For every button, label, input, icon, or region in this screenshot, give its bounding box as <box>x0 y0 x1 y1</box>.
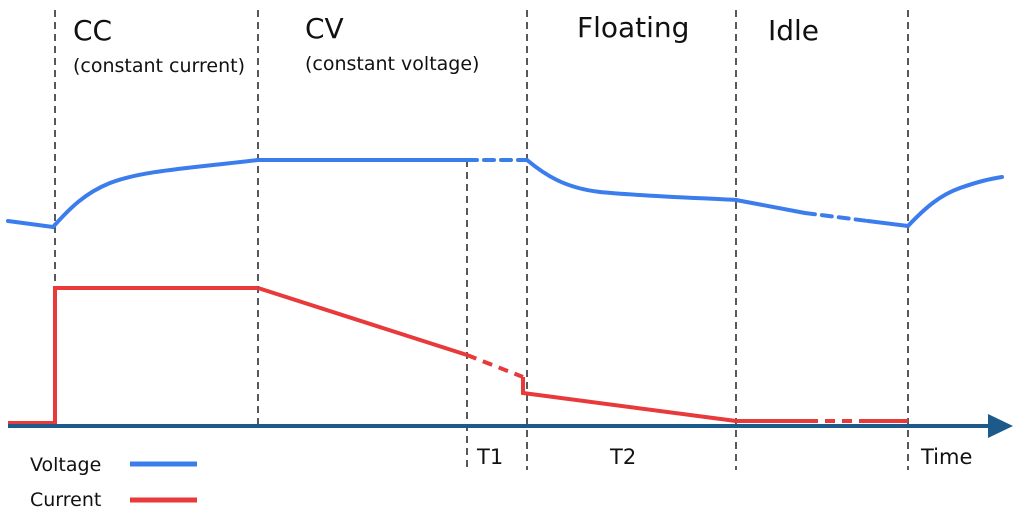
current-curve <box>8 286 908 425</box>
phase-dividers <box>54 10 909 470</box>
legend-label-voltage: Voltage <box>30 454 101 476</box>
current-segment-floating <box>521 377 737 423</box>
legend: Voltage Current <box>30 454 197 511</box>
voltage-segment-idle-dashed <box>803 211 870 223</box>
time-axis <box>8 414 1013 438</box>
current-segment-cv-dashed <box>466 353 524 379</box>
current-segment-cc <box>8 286 258 425</box>
phase-subtitle-cc: (constant current) <box>73 55 245 77</box>
voltage-curve <box>6 158 1004 230</box>
phase-title-cc: CC <box>73 14 112 47</box>
voltage-segment-recharge <box>906 175 1004 228</box>
phase-title-floating: Floating <box>577 11 689 44</box>
voltage-segment-cc <box>6 158 260 230</box>
voltage-segment-idle <box>734 198 807 215</box>
phase-title-cv: CV <box>305 12 344 45</box>
interval-label-t1: T1 <box>476 445 503 469</box>
current-segment-cv <box>257 286 468 357</box>
interval-label-t2: T2 <box>609 445 636 469</box>
time-axis-label: Time <box>920 445 972 469</box>
voltage-segment-floating <box>525 158 738 202</box>
phase-subtitle-cv: (constant voltage) <box>305 53 479 75</box>
voltage-segment-idle-end <box>866 219 910 228</box>
legend-label-current: Current <box>30 489 101 511</box>
phase-title-idle: Idle <box>768 14 819 47</box>
time-axis-arrow-icon <box>988 414 1013 438</box>
